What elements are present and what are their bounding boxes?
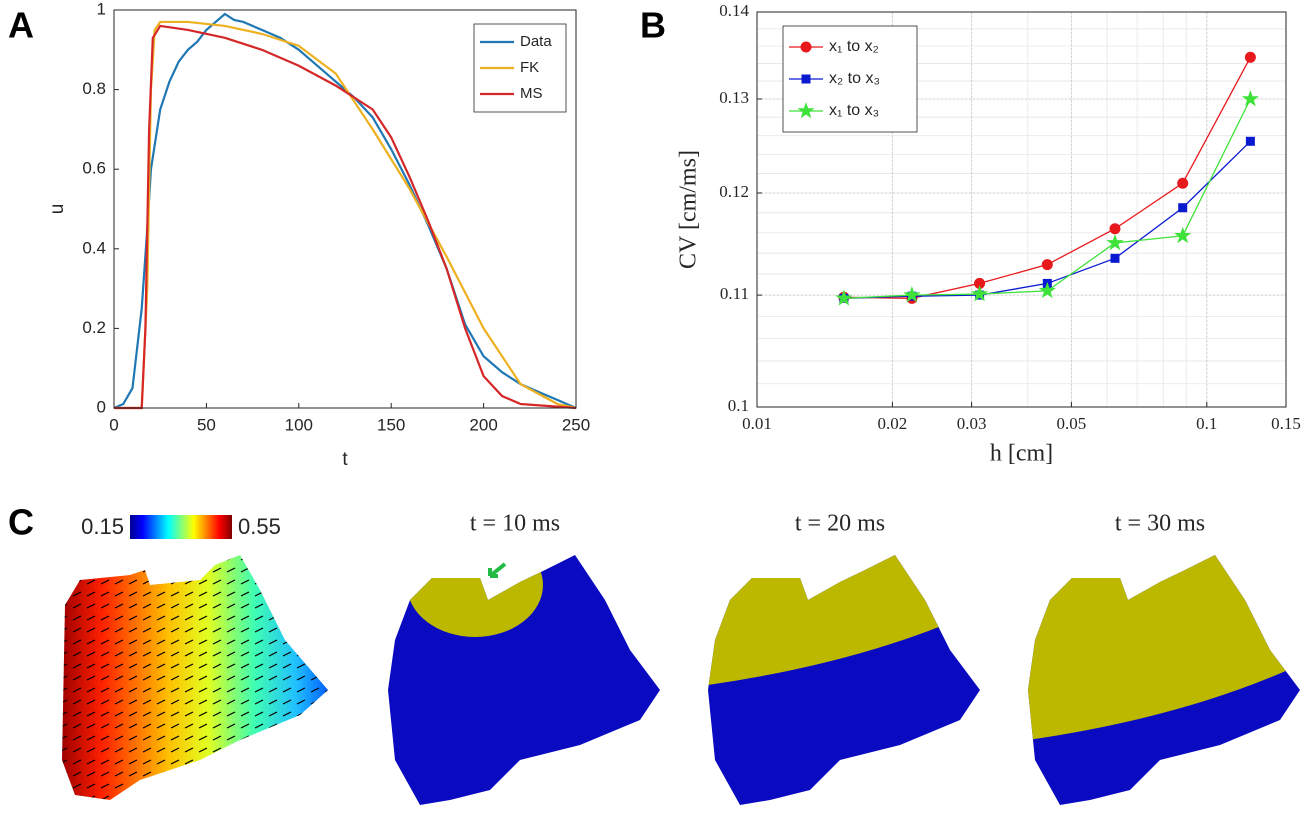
x-tick-label: 0 (109, 415, 118, 434)
x-tick-label: 200 (469, 415, 497, 434)
legend-label: x₁ to x₂ (829, 38, 879, 55)
y-tick-label: 1 (97, 0, 106, 18)
data-point (1110, 253, 1120, 263)
data-point (1244, 51, 1256, 63)
y-tick-label: 0.2 (82, 318, 106, 337)
data-point (797, 101, 815, 119)
x-axis-label: h [cm] (990, 441, 1053, 467)
data-point (1109, 223, 1121, 235)
x-tick-label: 250 (562, 415, 590, 434)
x-tick-label: 50 (197, 415, 216, 434)
data-point (1245, 136, 1255, 146)
data-point (1178, 203, 1188, 213)
data-point (835, 289, 853, 306)
data-point (1038, 281, 1056, 299)
x-tick-label: 100 (285, 415, 313, 434)
y-axis-label: CV [cm/ms] (676, 150, 702, 269)
data-point (1177, 177, 1189, 189)
y-tick-label: 0.12 (719, 182, 749, 201)
legend-label: FK (520, 59, 539, 76)
panel-label: B (640, 5, 666, 46)
fiber-directions (62, 555, 328, 800)
snapshot-title: t = 20 ms (795, 511, 885, 537)
data-point (800, 41, 812, 53)
snapshot (388, 555, 660, 805)
plot-frame (756, 11, 1287, 408)
x-axis-label: t (342, 449, 348, 470)
y-tick-label: 0.11 (720, 284, 749, 303)
y-tick-label: 0.1 (728, 396, 749, 415)
x-tick-label: 0.01 (742, 414, 772, 433)
snapshot (708, 555, 980, 805)
y-tick-label: 0.13 (719, 88, 749, 107)
x-tick-label: 150 (377, 415, 405, 434)
y-tick-label: 0.4 (82, 238, 106, 257)
panel-label: C (8, 502, 34, 543)
legend-label: MS (520, 85, 543, 102)
colorbar-label: 0.15 (81, 514, 124, 539)
snapshot (1028, 555, 1300, 805)
snapshot-title: t = 10 ms (470, 511, 560, 537)
x-tick-label: 0.15 (1271, 414, 1301, 433)
data-point (1106, 233, 1124, 251)
legend-label: x₂ to x₃ (829, 70, 880, 87)
y-tick-label: 0.8 (82, 79, 106, 98)
legend-label: Data (520, 33, 552, 50)
x-tick-label: 0.02 (878, 414, 908, 433)
data-point (971, 285, 989, 302)
snapshot-title: t = 30 ms (1115, 511, 1205, 537)
panel-label: A (8, 5, 34, 46)
colorbar (130, 515, 232, 539)
y-axis-label: u (47, 204, 68, 215)
data-point (1241, 89, 1259, 107)
x-tick-label: 0.05 (1057, 414, 1087, 433)
y-tick-label: 0.14 (719, 1, 749, 20)
data-point (1174, 226, 1192, 244)
y-tick-label: 0.6 (82, 159, 106, 178)
data-point (1041, 259, 1053, 271)
series-line (113, 12, 577, 410)
legend-label: x₁ to x₃ (829, 102, 879, 119)
y-tick-label: 0 (97, 397, 106, 416)
colorbar-label: 0.55 (238, 514, 281, 539)
x-tick-label: 0.03 (957, 414, 987, 433)
x-tick-label: 0.1 (1196, 414, 1217, 433)
series-line (114, 24, 577, 410)
plot-frame (113, 9, 577, 409)
data-point (801, 74, 811, 84)
data-point (903, 286, 921, 303)
